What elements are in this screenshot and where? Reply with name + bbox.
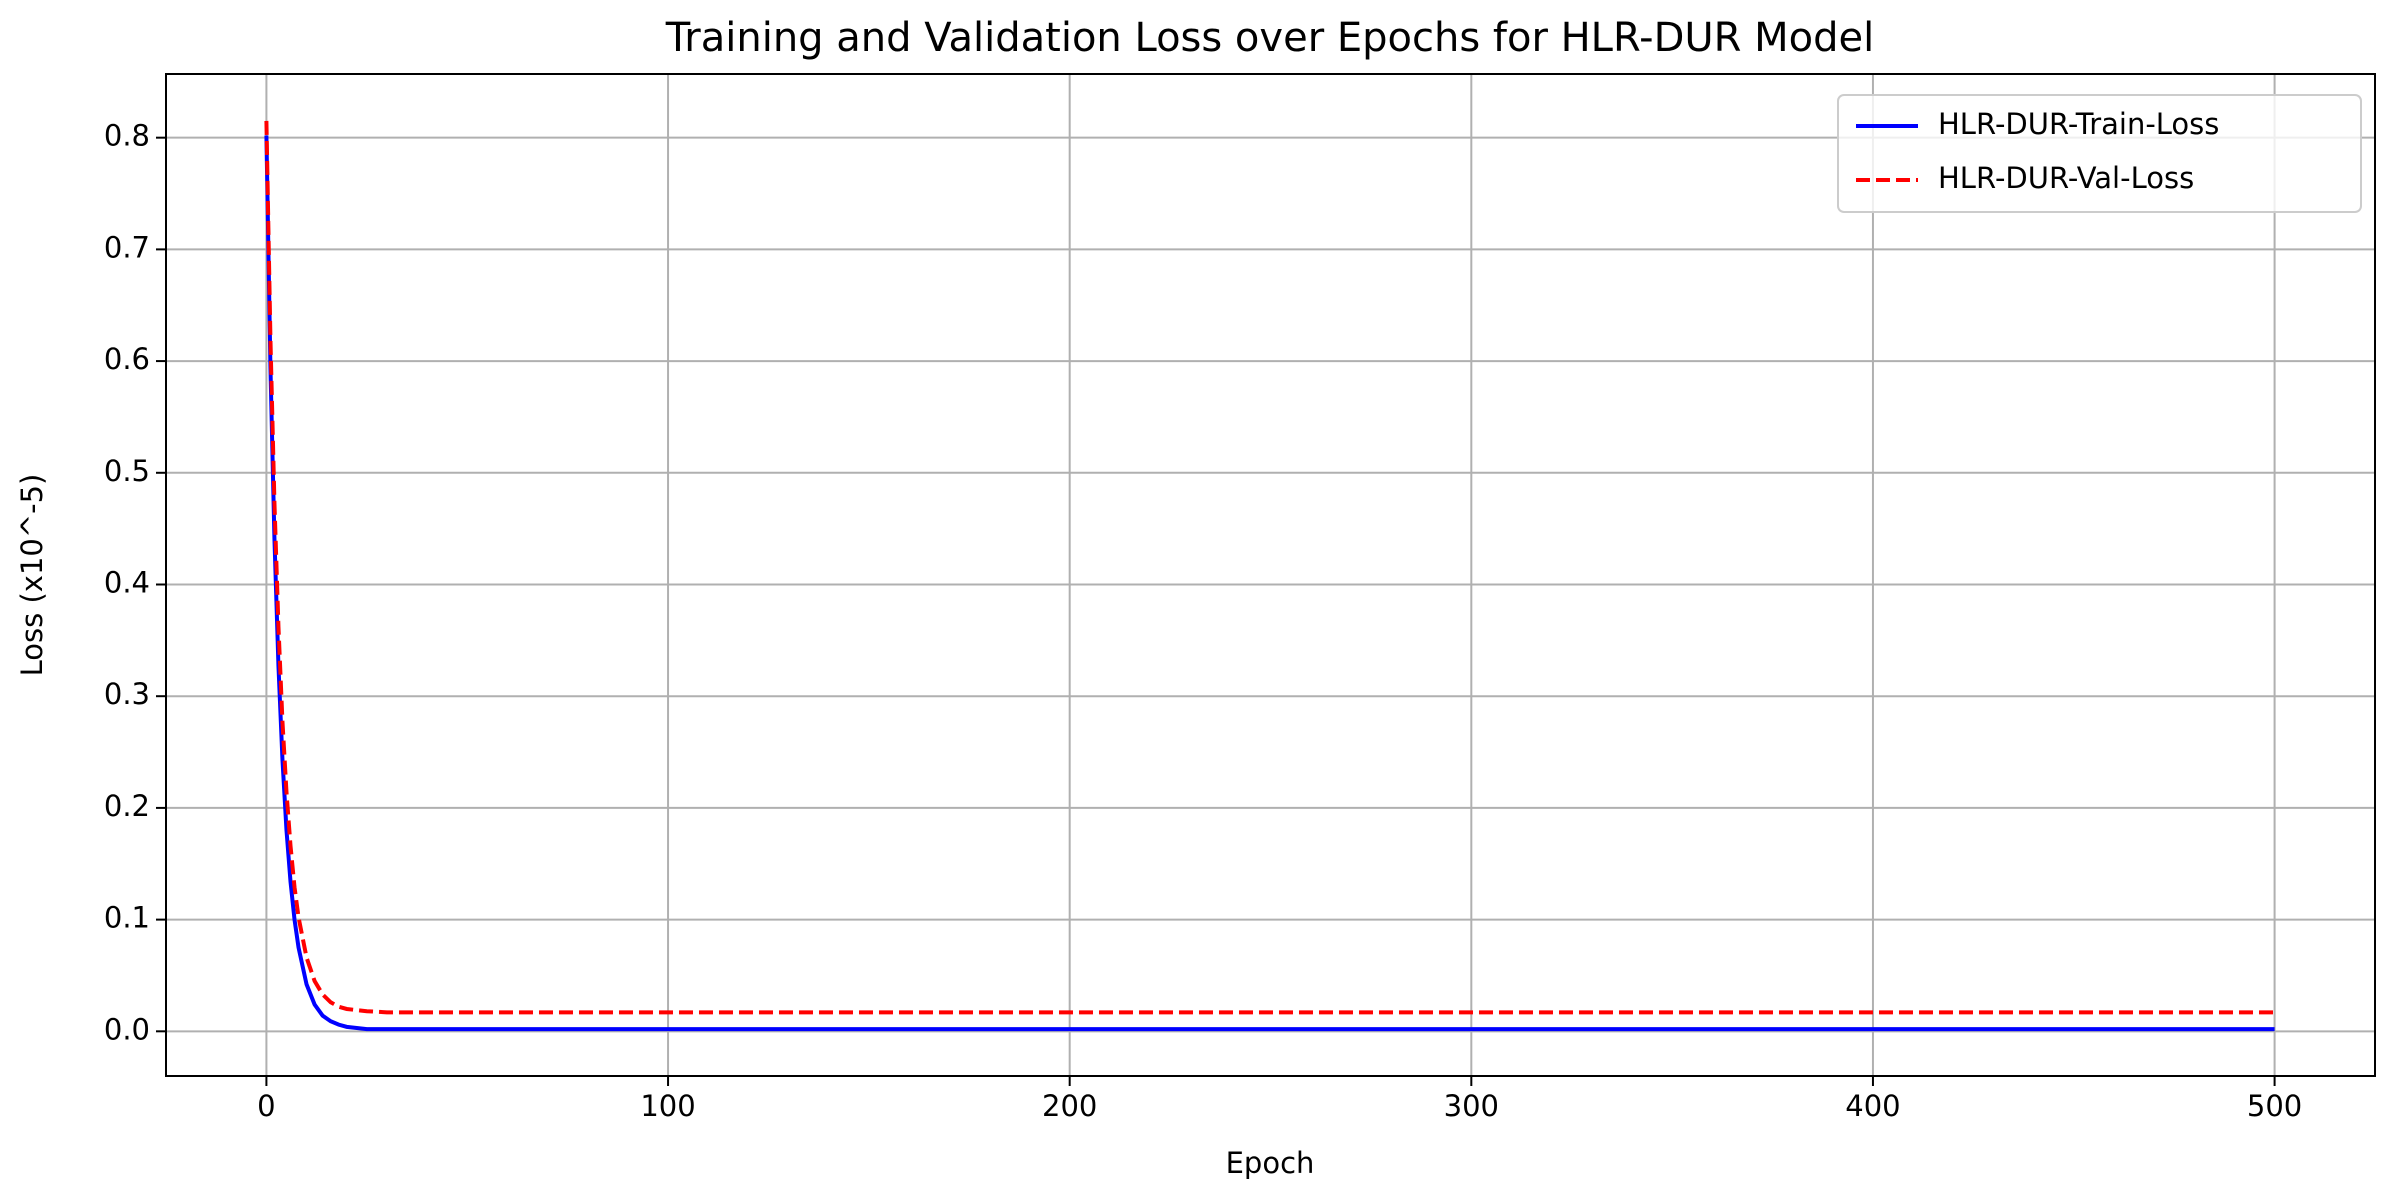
y-tick-label: 0.5 [104, 454, 150, 488]
x-tick-label: 0 [257, 1089, 275, 1123]
legend: HLR-DUR-Train-Loss HLR-DUR-Val-Loss [1837, 94, 2362, 213]
plot-frame [165, 73, 2376, 1077]
y-tick-label: 0.1 [104, 901, 150, 935]
x-tick-label: 300 [1444, 1089, 1499, 1123]
y-tick-label: 0.8 [104, 119, 150, 153]
legend-box [1837, 94, 2362, 213]
data-line [264, 120, 2275, 1015]
x-tick-label: 500 [2247, 1089, 2302, 1123]
x-tick-label: 400 [1845, 1089, 1900, 1123]
y-tick-label: 0.4 [104, 565, 150, 599]
data-line [264, 135, 2275, 1032]
y-tick-label: 0.7 [104, 230, 150, 264]
x-axis-label: Epoch [1226, 1146, 1315, 1180]
chart-title: Training and Validation Loss over Epochs… [665, 15, 1875, 61]
y-tick-label: 0.6 [104, 342, 150, 376]
legend-label: HLR-DUR-Train-Loss [1938, 107, 2219, 141]
y-tick-label: 0.0 [104, 1012, 150, 1046]
x-tick-label: 100 [640, 1089, 695, 1123]
y-tick-label: 0.3 [104, 677, 150, 711]
x-tick-label: 200 [1042, 1089, 1097, 1123]
y-axis-label: Loss (x10^-5) [15, 474, 49, 677]
y-tick-label: 0.2 [104, 789, 150, 823]
legend-label: HLR-DUR-Val-Loss [1938, 161, 2194, 195]
